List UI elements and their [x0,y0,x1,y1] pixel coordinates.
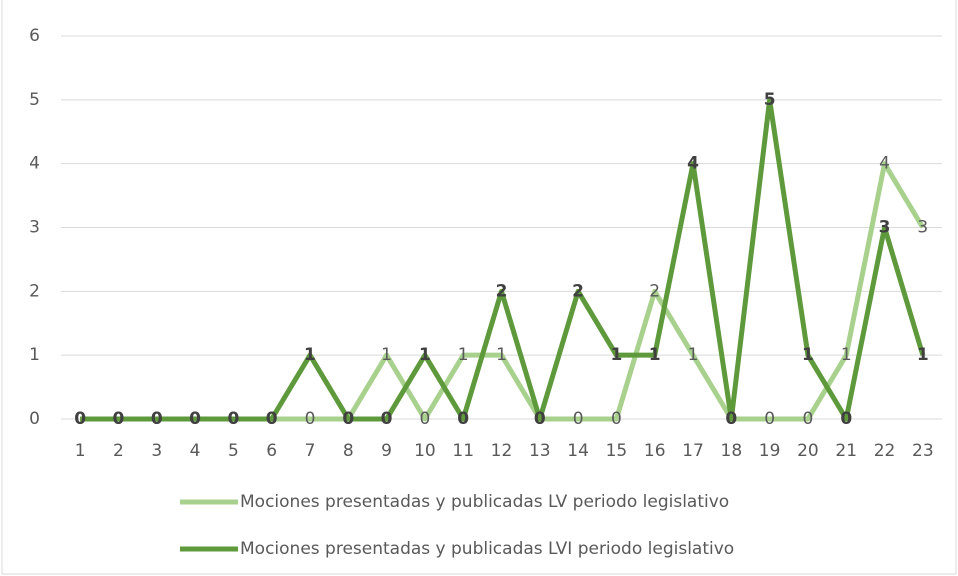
data-label: 0 [342,409,354,429]
data-label: 0 [266,409,277,429]
data-label: 0 [725,409,737,429]
x-tick-label: 12 [491,441,513,461]
data-label: 0 [573,409,584,429]
data-label: 0 [840,409,852,429]
x-tick-label: 11 [452,441,474,461]
x-tick-label: 1 [75,441,86,461]
data-label: 0 [305,409,316,429]
data-label: 0 [611,409,622,429]
data-label: 0 [113,409,125,429]
data-label: 0 [227,409,239,429]
data-label: 0 [764,409,775,429]
data-label: 0 [228,409,239,429]
data-label: 0 [343,409,354,429]
data-label: 1 [419,345,431,365]
y-tick-label: 0 [29,409,40,429]
data-label: 0 [419,409,430,429]
x-tick-label: 10 [414,441,436,461]
x-tick-label: 2 [113,441,124,461]
data-label: 3 [879,218,891,238]
data-label: 4 [687,154,699,174]
data-label: 2 [649,281,660,301]
data-label: 1 [610,345,622,365]
data-label: 1 [496,345,507,365]
x-tick-label: 15 [606,441,628,461]
series-line [80,97,926,422]
data-label: 1 [304,345,316,365]
data-label: 1 [841,345,852,365]
data-label: 4 [879,154,890,174]
data-label: 0 [151,409,163,429]
y-tick-label: 5 [29,90,40,110]
x-tick-label: 6 [266,441,277,461]
y-tick-label: 4 [29,154,40,174]
x-tick-label: 9 [381,441,392,461]
data-label: 2 [572,281,584,301]
data-label: 0 [189,409,201,429]
x-tick-label: 4 [190,441,201,461]
x-tick-label: 5 [228,441,239,461]
data-label: 0 [266,409,278,429]
data-label: 0 [534,409,545,429]
x-tick-label: 18 [721,441,743,461]
x-tick-label: 7 [305,441,316,461]
data-label: 1 [381,345,392,365]
x-tick-label: 19 [759,441,781,461]
legend-label: Mociones presentadas y publicadas LV per… [240,492,729,512]
x-tick-label: 23 [912,441,934,461]
x-tick-label: 17 [682,441,704,461]
data-label: 2 [496,281,508,301]
x-tick-label: 13 [529,441,551,461]
x-tick-label: 3 [151,441,162,461]
data-label: 0 [803,409,814,429]
data-label: 5 [764,90,776,110]
x-tick-label: 14 [567,441,589,461]
data-label: 1 [688,345,699,365]
x-tick-label: 8 [343,441,354,461]
x-tick-label: 16 [644,441,666,461]
data-label: 1 [649,345,661,365]
legend-label: Mociones presentadas y publicadas LVI pe… [240,539,734,559]
x-tick-label: 22 [874,441,896,461]
y-tick-label: 6 [29,26,40,46]
y-tick-label: 1 [29,345,40,365]
data-label: 0 [113,409,124,429]
data-label: 1 [802,345,814,365]
data-label: 3 [917,218,928,238]
data-label: 0 [151,409,162,429]
x-tick-label: 21 [835,441,857,461]
data-label: 0 [381,409,393,429]
data-label: 0 [190,409,201,429]
data-label: 1 [917,345,929,365]
y-tick-label: 3 [29,218,40,238]
data-label: 1 [458,345,469,365]
x-tick-label: 20 [797,441,819,461]
data-label: 0 [74,409,86,429]
data-label: 0 [75,409,86,429]
data-label: 0 [457,409,469,429]
y-tick-label: 2 [29,281,40,301]
data-label: 0 [534,409,546,429]
data-label: 0 [726,409,737,429]
